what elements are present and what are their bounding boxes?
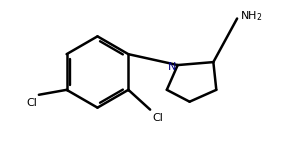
Text: Cl: Cl: [26, 98, 37, 108]
Text: N: N: [168, 62, 176, 72]
Text: Cl: Cl: [152, 113, 163, 123]
Text: NH$_2$: NH$_2$: [240, 10, 263, 23]
